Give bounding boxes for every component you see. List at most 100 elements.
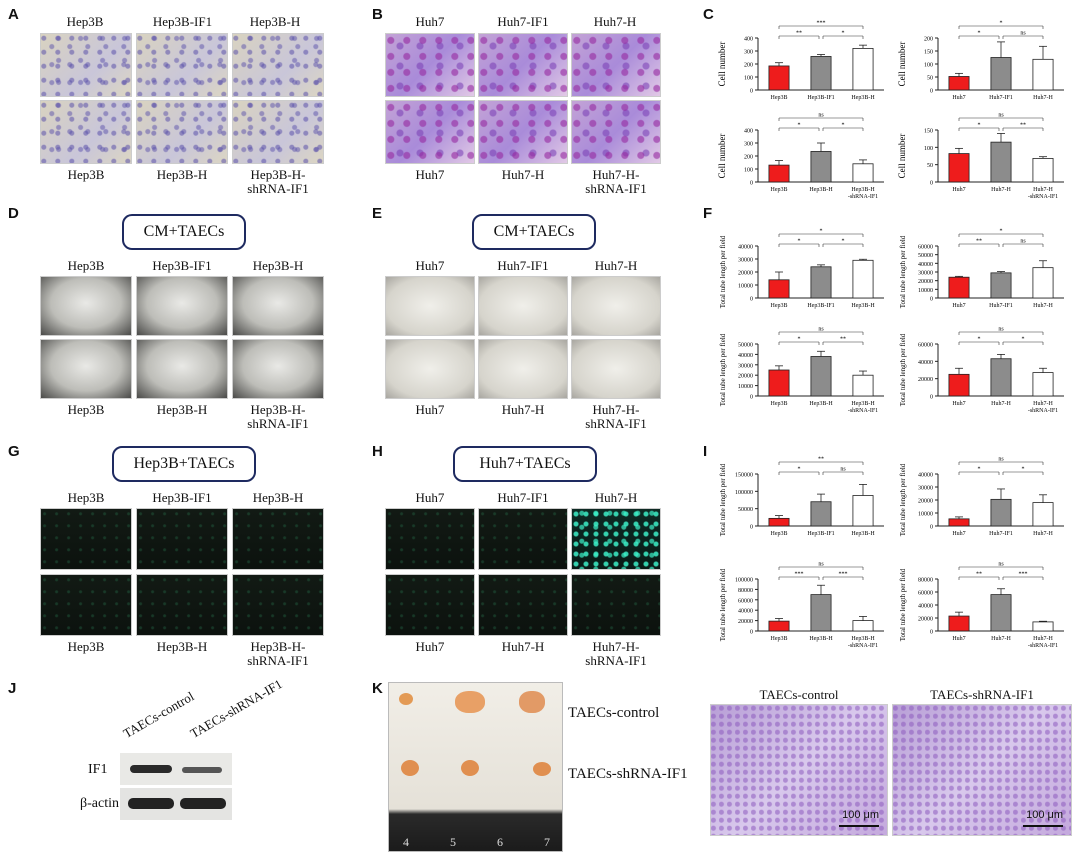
label-d-bottom-3: Hep3B-H- shRNA-IF1: [247, 402, 309, 431]
x-tick-label: Hep3B-IF1: [807, 531, 834, 537]
micrograph-e-5: [478, 339, 568, 399]
y-tick-label: 50000: [738, 507, 753, 513]
y-tick-label: 20000: [738, 374, 753, 380]
micrograph-e-3: [571, 276, 661, 336]
x-tick-label: Huh7-H: [991, 187, 1011, 193]
x-tick-label: Huh7-H: [991, 401, 1011, 407]
sig-marker: ns: [818, 562, 824, 568]
sig-marker: ns: [998, 457, 1004, 463]
label-b-top-3: Huh7-H: [593, 14, 637, 29]
bar: [990, 358, 1012, 397]
sig-marker: *: [798, 239, 801, 245]
x-tick-label: Hep3B-H: [851, 401, 875, 407]
fluorescence-g-5: [136, 574, 228, 636]
micrograph-b-4: [385, 100, 475, 164]
x-tick-label: Huh7: [952, 531, 965, 537]
label-a-bottom-3: Hep3B-H- shRNA-IF1: [247, 167, 309, 196]
y-axis-label: Total tube length per field: [719, 463, 727, 536]
fluorescence-g-4: [40, 574, 132, 636]
x-tick-label: Hep3B-H: [851, 95, 875, 101]
x-tick-label: Huh7: [952, 187, 965, 193]
sig-marker: **: [976, 239, 982, 245]
y-axis-label: Total tube length per field: [719, 235, 727, 308]
y-tick-label: 80000: [918, 578, 933, 584]
y-tick-label: 60000: [738, 598, 753, 604]
y-axis-label: Total tube length per field: [899, 568, 907, 641]
micrograph-a-2: [136, 33, 228, 97]
x-tick-label: -shRNA-IF1: [848, 408, 878, 414]
x-tick-label: Hep3B-H: [851, 303, 875, 309]
x-tick-label: Huh7-H: [1033, 636, 1053, 642]
bar: [768, 65, 790, 91]
y-axis-label: Total tube length per field: [719, 333, 727, 406]
label-a-top-3: Hep3B-H: [249, 14, 301, 29]
bar: [990, 57, 1012, 91]
y-tick-label: 20000: [738, 271, 753, 277]
sig-marker: *: [978, 467, 981, 473]
panel-letter-b: B: [372, 6, 383, 23]
label-g-bottom-2: Hep3B-H: [156, 639, 208, 654]
micrograph-b-2: [478, 33, 568, 97]
y-axis-label: Cell number: [717, 42, 727, 87]
bar: [768, 517, 790, 527]
tumor-6: [533, 762, 551, 776]
sig-marker: *: [978, 123, 981, 129]
micrograph-a-3: [232, 33, 324, 97]
x-tick-label: Huh7-IF1: [989, 95, 1013, 101]
x-tick-label: Hep3B: [771, 303, 788, 309]
fluorescence-h-1: [385, 508, 475, 570]
chart-f3: Total tube length per field 0 10000 20000 30…: [719, 327, 884, 414]
bar: [852, 374, 874, 397]
x-tick-label: Huh7-H: [1033, 531, 1053, 537]
bar: [852, 620, 874, 632]
chart-c2: Cell number 0 50 100 150 200 Huh7 Huh7-IF1 Huh7-…: [897, 21, 1064, 101]
y-tick-label: 0: [930, 630, 933, 636]
sig-marker: ns: [818, 113, 824, 119]
x-tick-label: -shRNA-IF1: [848, 643, 878, 649]
y-tick-label: 0: [750, 395, 753, 401]
x-tick-label: Hep3B-H: [809, 636, 833, 642]
x-tick-label: -shRNA-IF1: [848, 194, 878, 200]
chart-i3: Total tube length per field 0 20000 40000 60…: [719, 562, 884, 649]
x-tick-label: Hep3B: [771, 401, 788, 407]
micrograph-b-1: [385, 33, 475, 97]
y-tick-label: 10000: [918, 512, 933, 518]
label-a-bottom-1: Hep3B: [67, 167, 105, 182]
fluorescence-h-4: [385, 574, 475, 636]
fluorescence-g-2: [136, 508, 228, 570]
x-tick-label: Hep3B-IF1: [807, 303, 834, 309]
ruler-tick-7: 7: [544, 835, 550, 849]
condition-box-h: Huh7+TAECs: [453, 446, 597, 482]
blot-row-label-actin: β-actin: [80, 796, 119, 811]
y-tick-label: 0: [750, 525, 753, 531]
sig-marker: ***: [817, 21, 826, 27]
bar: [768, 164, 790, 183]
panel-letter-a: A: [8, 6, 19, 23]
label-d-top-2: Hep3B-IF1: [152, 258, 212, 273]
sig-marker: *: [978, 337, 981, 343]
sig-marker: *: [798, 123, 801, 129]
bar: [810, 594, 832, 632]
label-d-top-3: Hep3B-H: [252, 258, 304, 273]
chart-f1: Total tube length per field 0 10000 20000 30…: [719, 229, 884, 309]
sig-marker: *: [842, 31, 845, 37]
fluorescence-g-6: [232, 574, 324, 636]
y-tick-label: 20000: [918, 499, 933, 505]
y-tick-label: 150: [924, 129, 933, 135]
sig-marker: *: [1022, 337, 1025, 343]
condition-box-d: CM+TAECs: [122, 214, 246, 250]
label-h-bottom-2: Huh7-H: [501, 639, 545, 654]
y-tick-label: 0: [750, 297, 753, 303]
label-e-top-2: Huh7-IF1: [497, 258, 549, 273]
bar: [990, 498, 1012, 527]
fluorescence-h-6: [571, 574, 661, 636]
label-g-top-3: Hep3B-H: [252, 490, 304, 505]
sig-marker: *: [820, 229, 823, 235]
y-tick-label: 0: [750, 181, 753, 187]
label-e-bottom-2: Huh7-H: [501, 402, 545, 417]
bar: [948, 276, 970, 299]
y-tick-label: 0: [750, 630, 753, 636]
x-tick-label: Huh7: [952, 636, 965, 642]
x-tick-label: Hep3B: [771, 636, 788, 642]
